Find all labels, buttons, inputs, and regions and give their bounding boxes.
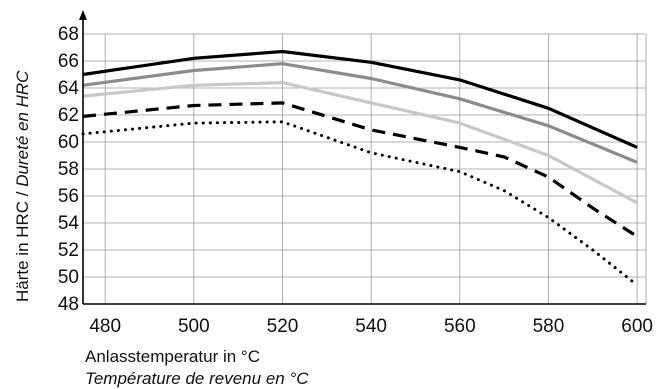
x-tick-label: 580 bbox=[533, 316, 565, 337]
y-tick-label: 58 bbox=[58, 159, 79, 180]
y-tick-label: 64 bbox=[58, 78, 80, 99]
series-lines bbox=[81, 49, 639, 287]
y-tick-label: 52 bbox=[58, 240, 79, 261]
series-line-1 bbox=[82, 49, 638, 149]
x-tick-label: 600 bbox=[621, 316, 653, 337]
y-axis-label-secondary: Dureté en HRC bbox=[13, 70, 32, 187]
x-tick-label: 520 bbox=[267, 316, 299, 337]
y-tick-label: 48 bbox=[58, 294, 79, 315]
y-tick-label: 60 bbox=[58, 132, 79, 153]
axes bbox=[79, 10, 646, 305]
y-axis-arrow bbox=[79, 10, 87, 20]
y-tick-label: 66 bbox=[58, 51, 79, 72]
series-line-3 bbox=[82, 81, 638, 205]
series-line-5 bbox=[81, 120, 639, 287]
y-tick-label: 68 bbox=[58, 24, 79, 45]
y-tick-labels: 48 50 52 54 56 58 60 62 64 66 68 bbox=[58, 24, 80, 315]
series-line-4 bbox=[82, 101, 638, 238]
y-axis-label-primary: Härte in HRC / bbox=[13, 187, 32, 302]
y-tick-label: 54 bbox=[58, 213, 80, 234]
y-axis-label: Härte in HRC / Dureté en HRC bbox=[13, 70, 32, 302]
x-axis-label: Anlasstemperatur in °C bbox=[85, 347, 260, 366]
y-tick-label: 62 bbox=[58, 105, 79, 126]
y-tick-label: 50 bbox=[58, 267, 79, 288]
x-tick-label: 560 bbox=[444, 316, 476, 337]
x-tick-label: 480 bbox=[89, 316, 121, 337]
x-tick-label: 500 bbox=[178, 316, 210, 337]
y-tick-label: 56 bbox=[58, 186, 79, 207]
x-axis-label-secondary: Température de revenu en °C bbox=[85, 369, 309, 388]
x-tick-label: 540 bbox=[355, 316, 387, 337]
x-tick-labels: 480 500 520 540 560 580 600 bbox=[89, 316, 653, 337]
series-line-2 bbox=[82, 62, 638, 164]
grid bbox=[83, 33, 647, 305]
